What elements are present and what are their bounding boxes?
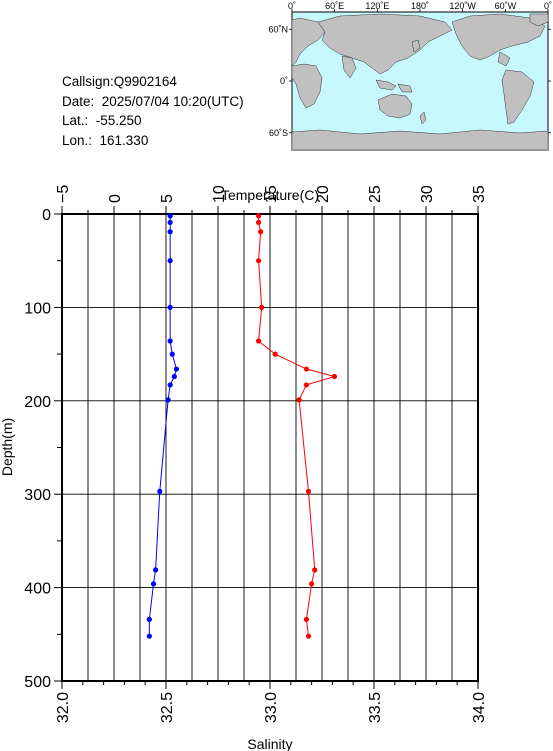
temperature-data-point <box>255 258 262 264</box>
salinity-data-point <box>167 213 173 219</box>
temperature-data-point <box>331 373 338 380</box>
temperature-tick-label: 35 <box>471 185 488 203</box>
salinity-tick-label: 32.5 <box>159 692 176 723</box>
temperature-series <box>255 213 338 639</box>
depth-axis-label: Depth(m) <box>0 418 15 476</box>
temperature-data-point <box>309 581 315 587</box>
temperature-data-point <box>303 382 309 388</box>
map-longitude-label: 0˚ <box>544 1 552 11</box>
map-latitude-label: 60˚N <box>268 24 288 34</box>
map-ticks <box>289 9 551 134</box>
temperature-data-point <box>255 338 262 344</box>
location-map: 0˚ 60˚E 120˚E 180˚ 120˚W 60˚W 0˚ 60˚N 0˚ 60˚S <box>268 1 552 151</box>
date-text: Date: 2025/07/04 10:20(UTC) <box>62 93 244 109</box>
series-layer <box>146 213 338 639</box>
salinity-data-point <box>167 219 173 226</box>
depth-tick-label: 0 <box>42 207 51 224</box>
temperature-tick-label: 30 <box>419 185 436 203</box>
salinity-data-point <box>146 633 152 639</box>
map-left-labels: 60˚N 0˚ 60˚S <box>268 24 288 138</box>
depth-tick-label: 400 <box>24 581 51 598</box>
map-longitude-label: 60˚E <box>325 1 344 11</box>
salinity-data-point <box>167 338 173 344</box>
temperature-data-point <box>296 397 302 403</box>
callsign-text: Callsign:Q9902164 <box>62 74 177 89</box>
map-longitude-label: 0˚ <box>288 1 296 11</box>
temperature-profile-line <box>258 215 337 637</box>
float-info: Callsign:Q9902164 Date: 2025/07/04 10:20… <box>62 72 244 150</box>
temperature-data-point <box>305 633 312 639</box>
salinity-tick-label: 32.0 <box>55 692 72 723</box>
temperature-tick-label: 15 <box>263 185 280 203</box>
salinity-data-point <box>146 616 152 622</box>
latitude-text: Lat.: -55.250 <box>62 113 142 128</box>
temperature-tick-label: 5 <box>159 194 176 203</box>
profile-chart: −5 0 5 10 15 20 25 30 35 32.0 32.5 33.0 33.5 34.0 01… <box>0 185 488 751</box>
temperature-data-point <box>272 351 278 357</box>
salinity-profile-line <box>148 215 177 637</box>
salinity-data-point <box>171 373 177 380</box>
temperature-tick-label: −5 <box>55 185 72 203</box>
map-longitude-label: 120˚E <box>365 1 389 11</box>
map-longitude-label: 180˚ <box>411 1 429 11</box>
temperature-data-point <box>258 229 264 235</box>
temperature-tick-label: 25 <box>367 185 384 203</box>
temperature-tick-label: 20 <box>315 185 332 203</box>
temperature-data-point <box>259 304 265 310</box>
salinity-tick-label: 33.5 <box>367 692 384 723</box>
depth-tick-label: 500 <box>24 674 51 691</box>
salinity-data-point <box>157 488 163 494</box>
temperature-data-point <box>255 219 262 226</box>
longitude-text: Lon.: 161.330 <box>62 132 149 148</box>
depth-tick-labels: 0 100 200 300 400 500 <box>24 207 51 691</box>
depth-tick-label: 100 <box>24 300 51 317</box>
map-latitude-label: 0˚ <box>280 76 288 86</box>
map-top-labels: 0˚ 60˚E 120˚E 180˚ 120˚W 60˚W 0˚ <box>288 1 552 11</box>
temperature-tick-labels: −5 0 5 10 15 20 25 30 35 <box>55 185 488 203</box>
salinity-data-point <box>173 366 179 372</box>
salinity-data-point <box>167 258 173 264</box>
depth-tick-label: 300 <box>24 487 51 504</box>
salinity-tick-label: 33.0 <box>263 692 280 723</box>
temperature-data-point <box>303 616 309 622</box>
salinity-data-point <box>153 567 159 573</box>
salinity-series <box>146 213 179 639</box>
salinity-data-point <box>165 397 171 403</box>
salinity-axis-label: Salinity <box>247 736 292 751</box>
temperature-axis-label: Temperature(C) <box>221 187 319 203</box>
temperature-data-point <box>312 567 318 573</box>
map-longitude-label: 60˚W <box>495 1 517 11</box>
salinity-tick-labels: 32.0 32.5 33.0 33.5 34.0 <box>55 692 488 723</box>
salinity-data-point <box>167 229 173 235</box>
salinity-data-point <box>167 304 173 310</box>
salinity-data-point <box>150 581 157 587</box>
map-longitude-label: 120˚W <box>449 1 476 11</box>
salinity-tick-label: 34.0 <box>471 692 488 723</box>
temperature-data-point <box>255 213 262 219</box>
temperature-tick-label: 0 <box>107 194 124 203</box>
salinity-data-point <box>169 351 175 357</box>
map-land <box>291 13 549 151</box>
map-latitude-label: 60˚S <box>269 128 288 138</box>
depth-tick-label: 200 <box>24 394 51 411</box>
salinity-data-point <box>167 382 173 388</box>
axis-ticks <box>54 206 479 689</box>
temperature-data-point <box>303 366 309 372</box>
temperature-data-point <box>305 488 312 494</box>
temperature-tick-label: 10 <box>211 185 228 203</box>
